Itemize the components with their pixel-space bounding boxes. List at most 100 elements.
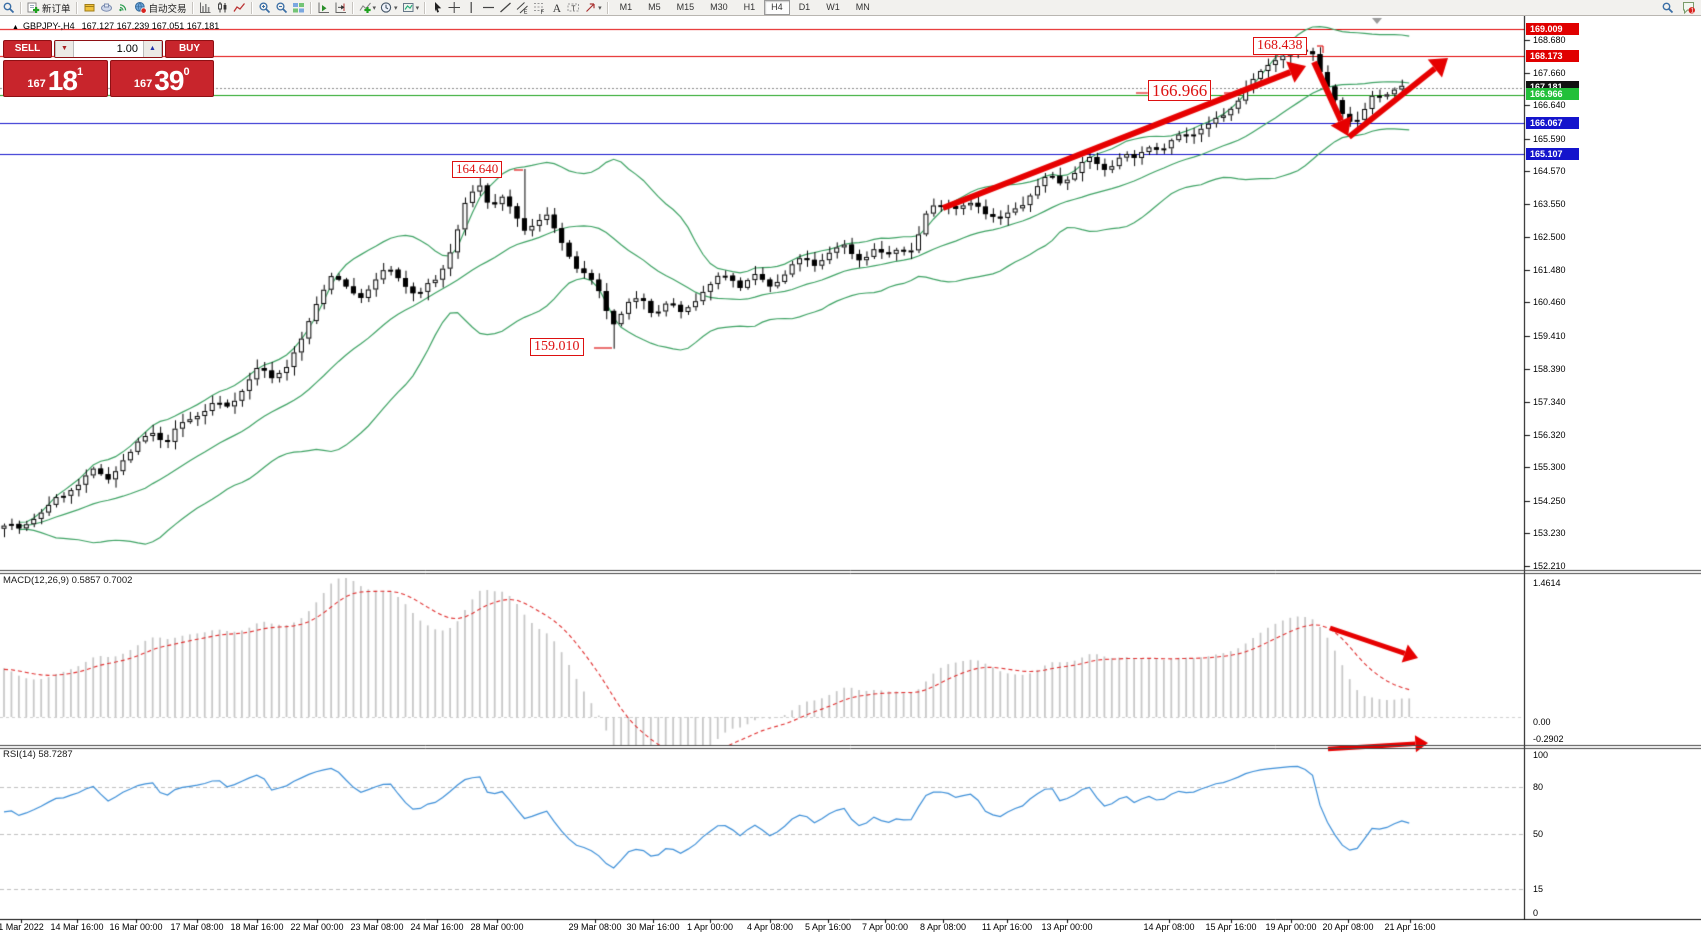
timeframe-w1-button[interactable]: W1 [826, 2, 840, 12]
bar-chart-mode-button[interactable] [197, 1, 214, 14]
timeframe-m1-button[interactable]: M1 [619, 2, 633, 12]
timeframe-h1-button[interactable]: H1 [743, 2, 756, 12]
sell-price-display[interactable]: 167 18 1 [3, 60, 108, 97]
timeframe-m5-button[interactable]: M5 [648, 2, 661, 12]
time-axis-label: 18 Mar 16:00 [230, 922, 284, 932]
candle-chart-mode-icon [216, 1, 229, 14]
navigator-button[interactable] [98, 1, 115, 14]
search-button[interactable] [0, 1, 17, 14]
buy-price-display[interactable]: 167 39 0 [109, 60, 214, 97]
search-icon [2, 1, 15, 14]
periods-button[interactable]: ▾ [378, 1, 400, 14]
price-axis-tick: 158.390 [1533, 363, 1566, 374]
zoom-out-button[interactable] [273, 1, 290, 14]
sell-button[interactable]: SELL [3, 40, 52, 58]
auto-scroll-button[interactable] [315, 1, 332, 14]
crosshair-tool-button[interactable] [446, 1, 463, 14]
new-order-icon [27, 1, 40, 14]
buy-price-prefix: 167 [133, 78, 153, 90]
main-toolbar: 新订单 自动交易 ▾ ▾ ▾ E F A T ▾ M1 M5 M15 M30 H1 H4 D1 W1 MN 1 [0, 0, 1701, 16]
auto-trading-button[interactable]: 自动交易 [132, 1, 189, 15]
svg-text:T: T [571, 5, 576, 12]
search-right-button[interactable] [1659, 1, 1676, 14]
price-annotation[interactable]: 168.438 [1253, 37, 1307, 55]
templates-button[interactable]: ▾ [400, 1, 422, 14]
rsi-axis-tick: 80 [1533, 781, 1544, 792]
horizontal-line-tool-button[interactable] [480, 1, 497, 14]
price-axis-tick: 167.660 [1533, 67, 1566, 78]
volume-box: ▼ 1.00 ▲ [54, 40, 163, 58]
time-axis-label: 14 Apr 08:00 [1143, 922, 1195, 932]
trendline-tool-icon [499, 1, 512, 14]
indicators-list-button[interactable]: ▾ [357, 1, 379, 14]
zoom-out-icon [275, 1, 288, 14]
time-axis-label: 24 Mar 16:00 [410, 922, 464, 932]
price-axis-tick: 165.590 [1533, 133, 1566, 144]
price-axis-tick: 162.500 [1533, 232, 1566, 243]
time-axis-label: 19 Apr 00:00 [1265, 922, 1317, 932]
svg-text:F: F [541, 10, 545, 14]
time-axis-label: 30 Mar 16:00 [626, 922, 680, 932]
text-label-tool-button[interactable]: T [565, 1, 582, 14]
market-watch-button[interactable] [81, 1, 98, 14]
svg-text:A: A [553, 3, 562, 14]
arrows-tool-caret-icon: ▾ [598, 4, 602, 12]
timeframe-m30-button[interactable]: M30 [710, 2, 728, 12]
buy-button[interactable]: BUY [165, 40, 214, 58]
macd-axis-tick: -0.2902 [1533, 734, 1564, 744]
equidistant-channel-tool-button[interactable]: E [514, 1, 531, 14]
macd-axis-tick: 0.00 [1533, 717, 1551, 727]
auto-scroll-icon [317, 1, 330, 14]
time-axis-label: 14 Mar 16:00 [50, 922, 104, 932]
volume-input[interactable]: 1.00 [116, 43, 138, 55]
zoom-in-button[interactable] [256, 1, 273, 14]
time-axis-label: 20 Apr 08:00 [1322, 922, 1374, 932]
macd-axis-tick: 1.4614 [1533, 578, 1561, 589]
chat-notification-button[interactable]: 1 [1680, 1, 1697, 14]
timeframe-m15-button[interactable]: M15 [676, 2, 695, 12]
price-level-badge: 169.009 [1526, 22, 1579, 35]
time-axis-label: 29 Mar 08:00 [568, 922, 622, 932]
trendline-tool-button[interactable] [497, 1, 514, 14]
volume-decrease-button[interactable]: ▼ [55, 41, 74, 57]
tile-windows-icon [292, 1, 305, 14]
text-tool-button[interactable]: A [548, 1, 565, 14]
new-order-label: 新订单 [42, 3, 71, 15]
fibonacci-tool-button[interactable]: F [531, 1, 548, 14]
price-annotation[interactable]: 164.640 [452, 161, 503, 178]
volume-increase-button[interactable]: ▲ [143, 41, 162, 57]
signals-button[interactable] [115, 1, 132, 14]
line-chart-mode-icon [232, 1, 246, 14]
buy-price-main: 39 [154, 65, 184, 96]
sell-price-pip: 1 [76, 66, 84, 78]
rsi-axis-tick: 0 [1533, 908, 1539, 918]
time-axis-label: 23 Mar 08:00 [350, 922, 404, 932]
price-annotation[interactable]: 166.966 [1148, 80, 1212, 102]
crosshair-tool-icon [448, 1, 461, 14]
signals-icon [117, 1, 130, 14]
price-axis-tick: 154.250 [1533, 495, 1566, 506]
tile-windows-button[interactable] [290, 1, 307, 14]
time-axis-label: 21 Apr 16:00 [1384, 922, 1436, 932]
fibonacci-tool-icon: F [533, 1, 546, 14]
time-axis-label: 1 Apr 00:00 [686, 922, 734, 932]
new-order-button[interactable]: 新订单 [25, 1, 73, 15]
toolbar-separator [250, 1, 253, 14]
cursor-tool-button[interactable] [429, 1, 446, 14]
arrows-tool-button[interactable]: ▾ [582, 1, 604, 14]
line-chart-mode-button[interactable] [231, 1, 248, 14]
timeframe-mn-button[interactable]: MN [855, 2, 870, 12]
rsi-axis-tick: 50 [1533, 829, 1544, 839]
timeframe-h4-button[interactable]: H4 [764, 0, 790, 15]
periods-icon [380, 1, 393, 14]
symbol-period-label: GBPJPY-,H4 [22, 21, 75, 31]
vertical-line-tool-button[interactable] [463, 1, 480, 14]
timeframe-d1-button[interactable]: D1 [798, 2, 811, 12]
price-axis-tick: 160.460 [1533, 297, 1566, 308]
candle-chart-mode-button[interactable] [214, 1, 231, 14]
price-annotation[interactable]: 159.010 [530, 338, 584, 356]
navigator-icon [100, 1, 113, 14]
chart-shift-button[interactable] [332, 1, 349, 14]
